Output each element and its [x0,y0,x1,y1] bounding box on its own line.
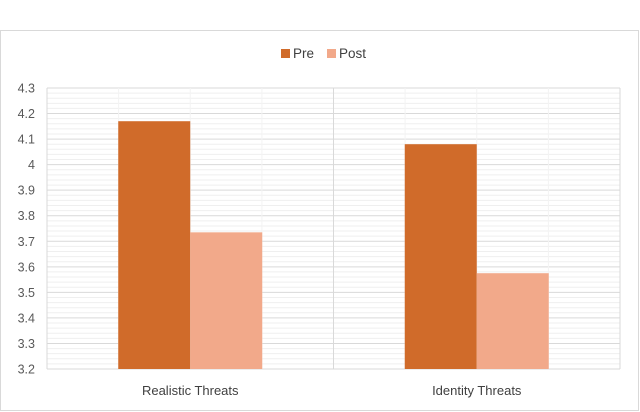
bar-post-1 [476,273,549,369]
y-tick-label: 3.4 [18,311,35,325]
y-tick-label: 4.1 [18,133,35,147]
legend-swatch-pre [281,49,290,58]
y-tick-label: 4.3 [18,82,35,96]
bars [118,121,549,369]
legend-label-pre: Pre [293,46,314,61]
y-tick-label: 4 [28,158,35,172]
bar-pre-1 [404,144,477,369]
x-category-label: Identity Threats [432,383,522,398]
y-tick-label: 3.5 [18,286,35,300]
legend: Pre Post [281,46,366,61]
y-axis-ticks: 3.2 3.3 3.4 3.5 3.6 3.7 3.8 3.9 4 4.1 4.2 4.3 [18,82,35,377]
y-tick-label: 3.8 [18,209,35,223]
legend-label-post: Post [339,46,366,61]
y-tick-label: 3.7 [18,235,35,249]
y-tick-label: 3.3 [18,337,35,351]
x-category-label: Realistic Threats [142,383,239,398]
y-tick-label: 3.9 [18,184,35,198]
bar-post-0 [190,232,263,369]
x-axis-categories: Realistic Threats Identity Threats [142,383,522,398]
bar-pre-0 [118,121,191,369]
y-tick-label: 4.2 [18,107,35,121]
y-tick-label: 3.2 [18,363,35,377]
y-tick-label: 3.6 [18,260,35,274]
legend-swatch-post [327,49,336,58]
